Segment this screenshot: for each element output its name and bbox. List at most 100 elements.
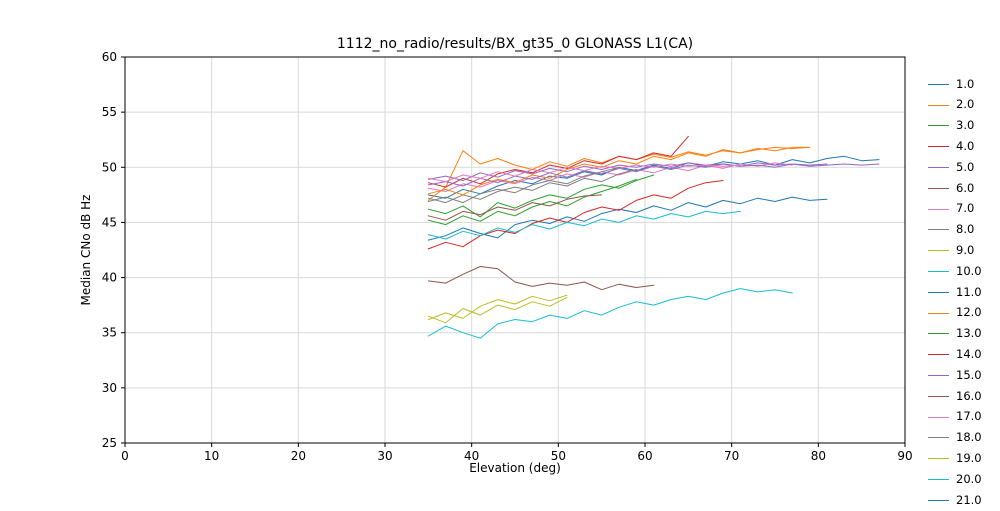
legend-line-sample bbox=[928, 333, 949, 335]
legend-line-sample bbox=[928, 271, 949, 273]
legend-line-sample bbox=[928, 416, 949, 418]
x-tick-label: 60 bbox=[637, 449, 652, 463]
series-line-10.0 bbox=[427, 288, 793, 339]
x-tick-label: 50 bbox=[551, 449, 566, 463]
y-tick-label: 60 bbox=[102, 50, 117, 64]
x-axis-label: Elevation (deg) bbox=[469, 461, 561, 475]
legend-line-sample bbox=[928, 458, 949, 460]
series-line-19.0 bbox=[427, 294, 568, 320]
legend-label: 11.0 bbox=[956, 284, 982, 299]
legend-line-sample bbox=[928, 354, 949, 356]
legend-label: 12.0 bbox=[956, 305, 982, 320]
legend-item: 17.0 bbox=[928, 407, 1000, 428]
legend-item: 9.0 bbox=[928, 240, 1000, 261]
legend-item: 10.0 bbox=[928, 261, 1000, 282]
chart-title: 1112_no_radio/results/BX_gt35_0 GLONASS … bbox=[336, 36, 694, 52]
series-line-11.0 bbox=[427, 196, 828, 241]
series-line-14.0 bbox=[427, 180, 724, 250]
x-tick-label: 0 bbox=[121, 449, 129, 463]
series-line-4.0 bbox=[427, 135, 689, 188]
legend-item: 19.0 bbox=[928, 448, 1000, 469]
legend-item: 2.0 bbox=[928, 95, 1000, 116]
legend-label: 4.0 bbox=[956, 139, 975, 154]
legend-line-sample bbox=[928, 187, 949, 189]
legend-line-sample bbox=[928, 167, 949, 169]
x-tick-label: 20 bbox=[291, 449, 306, 463]
series-line-3.0 bbox=[427, 174, 655, 218]
legend-line-sample bbox=[928, 83, 949, 85]
legend-label: 1.0 bbox=[956, 76, 975, 91]
series-line-5.0 bbox=[427, 162, 828, 181]
legend-label: 19.0 bbox=[956, 450, 982, 465]
legend-item: 14.0 bbox=[928, 344, 1000, 365]
legend-label: 10.0 bbox=[956, 263, 982, 278]
legend-item: 6.0 bbox=[928, 178, 1000, 199]
legend-label: 8.0 bbox=[956, 222, 975, 237]
legend-item: 5.0 bbox=[928, 157, 1000, 178]
legend-line-sample bbox=[928, 146, 949, 148]
series-line-9.0 bbox=[427, 296, 568, 324]
legend-label: 9.0 bbox=[956, 243, 975, 258]
x-tick-label: 80 bbox=[811, 449, 826, 463]
series-line-16.0 bbox=[427, 194, 603, 221]
legend-item: 1.0 bbox=[928, 74, 1000, 95]
legend-item: 21.0 bbox=[928, 490, 1000, 511]
x-tick-label: 90 bbox=[897, 449, 912, 463]
legend-item: 8.0 bbox=[928, 220, 1000, 241]
legend-line-sample bbox=[928, 312, 949, 314]
x-tick-label: 10 bbox=[204, 449, 219, 463]
axes-box bbox=[124, 56, 906, 444]
legend-label: 3.0 bbox=[956, 118, 975, 133]
legend-line-sample bbox=[928, 437, 949, 439]
legend-label: 6.0 bbox=[956, 180, 975, 195]
legend-item: 7.0 bbox=[928, 199, 1000, 220]
y-tick-label: 30 bbox=[102, 381, 117, 395]
legend-line-sample bbox=[928, 125, 949, 127]
y-tick-label: 55 bbox=[102, 105, 117, 119]
x-tick-label: 70 bbox=[724, 449, 739, 463]
series-line-20.0 bbox=[427, 210, 741, 240]
legend-item: 15.0 bbox=[928, 365, 1000, 386]
series-line-13.0 bbox=[427, 178, 637, 226]
series-line-6.0 bbox=[427, 266, 655, 291]
legend-line-sample bbox=[928, 229, 949, 231]
legend-label: 14.0 bbox=[956, 347, 982, 361]
legend-item: 4.0 bbox=[928, 136, 1000, 157]
legend-item: 16.0 bbox=[928, 386, 1000, 407]
legend-label: 17.0 bbox=[956, 409, 982, 424]
legend-line-sample bbox=[928, 479, 949, 481]
legend-label: 20.0 bbox=[956, 471, 982, 486]
y-tick-label: 45 bbox=[102, 215, 117, 229]
series-line-17.0 bbox=[427, 163, 741, 183]
legend-label: 5.0 bbox=[956, 159, 975, 174]
legend: 1.0 2.0 3.0 4.0 5.0 6.0 7.0 8.0 9.0 10.0 11.0 12.0 1… bbox=[928, 74, 1000, 511]
y-tick-label: 35 bbox=[102, 326, 117, 340]
chart-plot-area: 0 10 20 30 40 50 60 70 80 90 25 30 35 40 45 50 55 60 bbox=[102, 50, 913, 463]
legend-item: 18.0 bbox=[928, 428, 1000, 449]
series-line-7.0 bbox=[427, 162, 793, 192]
figure: 0 10 20 30 40 50 60 70 80 90 25 30 35 40 45 50 55 60 1112… bbox=[79, 36, 982, 506]
legend-label: 18.0 bbox=[956, 430, 982, 445]
legend-label: 7.0 bbox=[956, 201, 975, 216]
legend-label: 15.0 bbox=[956, 367, 982, 382]
legend-item: 20.0 bbox=[928, 469, 1000, 490]
series-line-18.0 bbox=[427, 166, 620, 204]
y-axis-label: Median CNo dB Hz bbox=[79, 194, 93, 306]
legend-line-sample bbox=[928, 208, 949, 210]
legend-item: 11.0 bbox=[928, 282, 1000, 303]
legend-line-sample bbox=[928, 250, 949, 252]
legend-label: 13.0 bbox=[956, 326, 982, 341]
legend-line-sample bbox=[928, 395, 949, 397]
legend-label: 16.0 bbox=[956, 388, 982, 403]
y-tick-label: 40 bbox=[102, 271, 117, 285]
series-line-15.0 bbox=[427, 163, 880, 187]
legend-line-sample bbox=[928, 375, 949, 377]
legend-item: 13.0 bbox=[928, 324, 1000, 345]
legend-label: 2.0 bbox=[956, 97, 975, 112]
legend-label: 21.0 bbox=[956, 492, 982, 507]
legend-item: 3.0 bbox=[928, 116, 1000, 137]
x-tick-label: 30 bbox=[377, 449, 392, 463]
legend-line-sample bbox=[928, 104, 949, 106]
y-tick-label: 25 bbox=[102, 436, 117, 450]
legend-line-sample bbox=[928, 291, 949, 293]
